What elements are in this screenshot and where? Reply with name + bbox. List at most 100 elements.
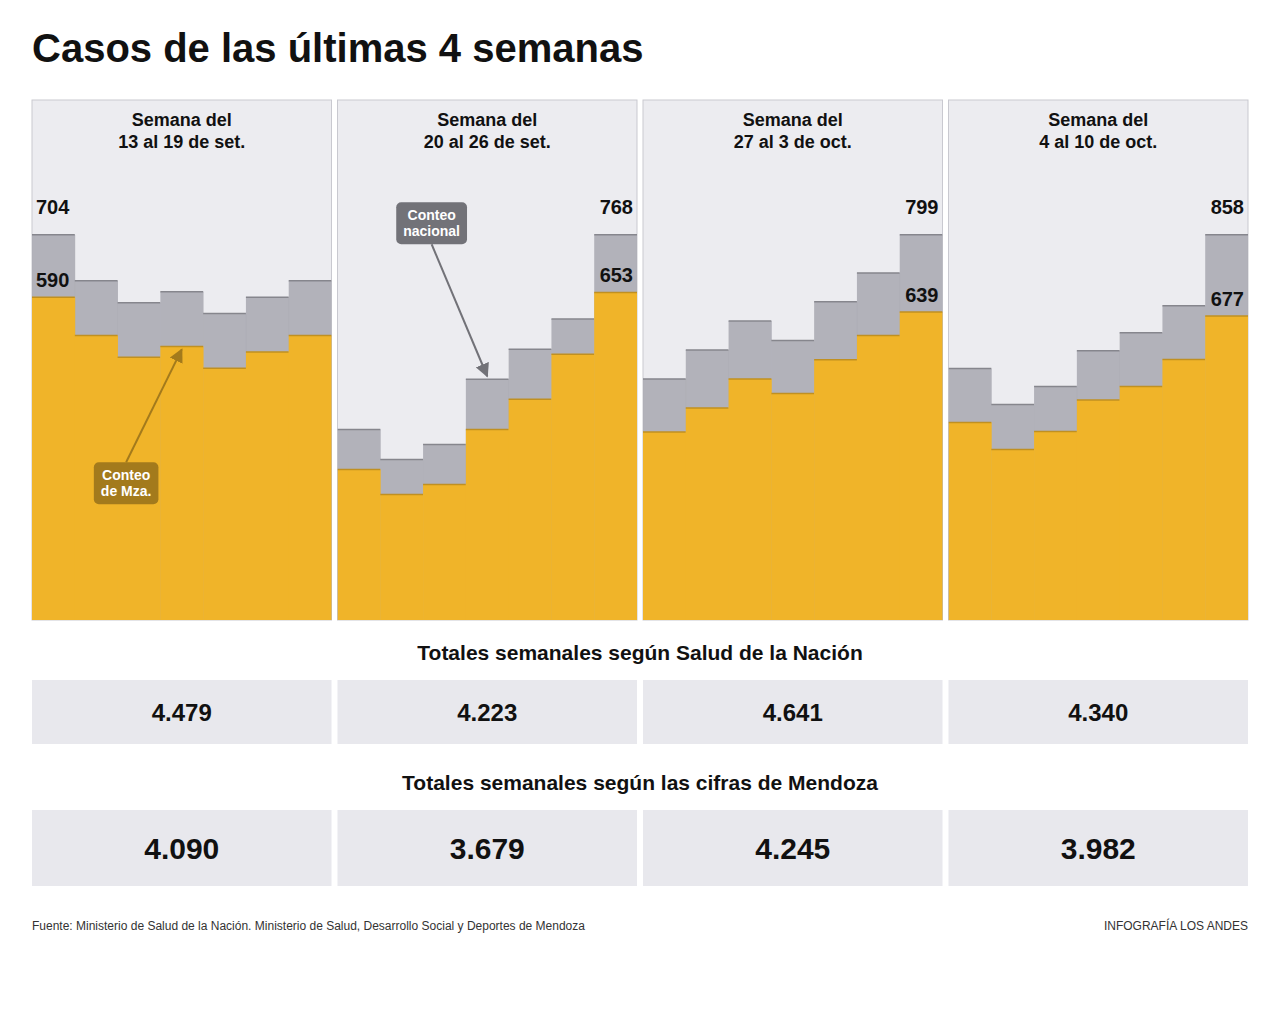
- plot-frame: [949, 100, 1249, 620]
- chart-root: Casos de las últimas 4 semanasSemana del…: [0, 0, 1280, 1030]
- step-edge: [686, 349, 729, 351]
- step-edge: [32, 296, 75, 298]
- step-edge: [75, 335, 118, 337]
- series-name: Conteonacional: [403, 207, 460, 239]
- step-bar: [551, 319, 594, 620]
- step-edge: [160, 291, 203, 293]
- step-bar: [1205, 316, 1248, 620]
- step-bar: [814, 360, 857, 620]
- step-edge: [1120, 332, 1163, 334]
- step-bar: [338, 470, 381, 620]
- panel: Semana del13 al 19 de set.704590Conteode…: [32, 100, 332, 620]
- step-bar: [729, 379, 772, 620]
- step-edge: [32, 234, 75, 236]
- step-edge: [246, 351, 289, 353]
- step-bar: [423, 444, 466, 620]
- step-bar: [466, 429, 509, 620]
- marks: [949, 235, 1249, 620]
- step-bar: [551, 354, 594, 620]
- callout-box: [396, 202, 467, 244]
- step-edge: [203, 368, 246, 370]
- step-edge: [814, 359, 857, 361]
- step-edge: [160, 346, 203, 348]
- step-bar: [1120, 333, 1163, 620]
- step-bar: [857, 336, 900, 620]
- step-bar: [686, 350, 729, 620]
- text-line: Conteo: [408, 207, 456, 223]
- callout-box: [94, 462, 159, 504]
- step-bar: [1205, 235, 1248, 620]
- plot-frame: [32, 100, 332, 620]
- callout-arrow: [126, 349, 182, 462]
- step-edge: [729, 378, 772, 380]
- step-edge: [509, 348, 552, 350]
- step-bar: [643, 432, 686, 620]
- text-line: 4 al 10 de oct.: [1039, 132, 1157, 152]
- step-edge: [1205, 234, 1248, 236]
- step-bar: [203, 314, 246, 620]
- step-edge: [246, 296, 289, 298]
- step-edge: [643, 431, 686, 433]
- total-cell: [32, 810, 332, 886]
- step-bar: [75, 281, 118, 620]
- step-edge: [380, 494, 423, 496]
- step-bar: [423, 485, 466, 620]
- text-line: Semana del: [743, 110, 843, 130]
- step-edge: [466, 379, 509, 381]
- step-bar: [289, 335, 332, 620]
- step-edge: [1205, 315, 1248, 317]
- step-edge: [1077, 399, 1120, 401]
- step-bar: [594, 235, 637, 620]
- step-edge: [338, 469, 381, 471]
- step-edge: [1120, 386, 1163, 388]
- step-edge: [423, 484, 466, 486]
- panel-title: Semana del4 al 10 de oct.: [1039, 110, 1157, 152]
- step-edge: [1034, 431, 1077, 433]
- step-edge: [729, 320, 772, 322]
- step-edge: [771, 393, 814, 395]
- step-edge: [857, 272, 900, 274]
- step-bar: [857, 273, 900, 620]
- step-edge: [289, 280, 332, 282]
- step-edge: [771, 340, 814, 342]
- step-bar: [466, 379, 509, 620]
- step-bar: [991, 449, 1034, 620]
- panel: Semana del20 al 26 de set.768653Conteona…: [338, 100, 638, 620]
- data-label: 799: [905, 196, 938, 218]
- step-bar: [32, 297, 75, 620]
- data-label: 653: [600, 264, 633, 286]
- step-bar: [1034, 387, 1077, 620]
- step-edge: [1034, 386, 1077, 388]
- callout: Conteode Mza.: [94, 349, 182, 504]
- step-bar: [1162, 360, 1205, 620]
- step-edge: [900, 311, 943, 313]
- total-cell: [32, 680, 332, 744]
- totals-title: Totales semanales según Salud de la Naci…: [417, 641, 862, 664]
- step-bar: [900, 235, 943, 620]
- step-bar: [380, 495, 423, 620]
- step-bar: [1034, 431, 1077, 620]
- step-bar: [1077, 351, 1120, 620]
- step-edge: [551, 318, 594, 320]
- step-bar: [900, 312, 943, 620]
- callout: Conteonacional: [396, 202, 487, 376]
- step-edge: [991, 449, 1034, 451]
- total-cell: [643, 680, 943, 744]
- text-line: Semana del: [132, 110, 232, 130]
- step-bar: [814, 302, 857, 620]
- total-value: 4.641: [763, 699, 823, 726]
- step-edge: [949, 422, 992, 424]
- panel: Semana del4 al 10 de oct.858677: [949, 100, 1249, 620]
- total-value: 4.340: [1068, 699, 1128, 726]
- panel-title: Semana del27 al 3 de oct.: [734, 110, 852, 152]
- step-bar: [991, 405, 1034, 620]
- step-edge: [466, 429, 509, 431]
- step-bar: [949, 422, 992, 620]
- marks: [32, 235, 332, 620]
- total-cell: [338, 680, 638, 744]
- step-edge: [643, 378, 686, 380]
- total-value: 4.223: [457, 699, 517, 726]
- credit: INFOGRAFÍA LOS ANDES: [1104, 918, 1248, 933]
- step-edge: [338, 429, 381, 431]
- step-bar: [509, 399, 552, 620]
